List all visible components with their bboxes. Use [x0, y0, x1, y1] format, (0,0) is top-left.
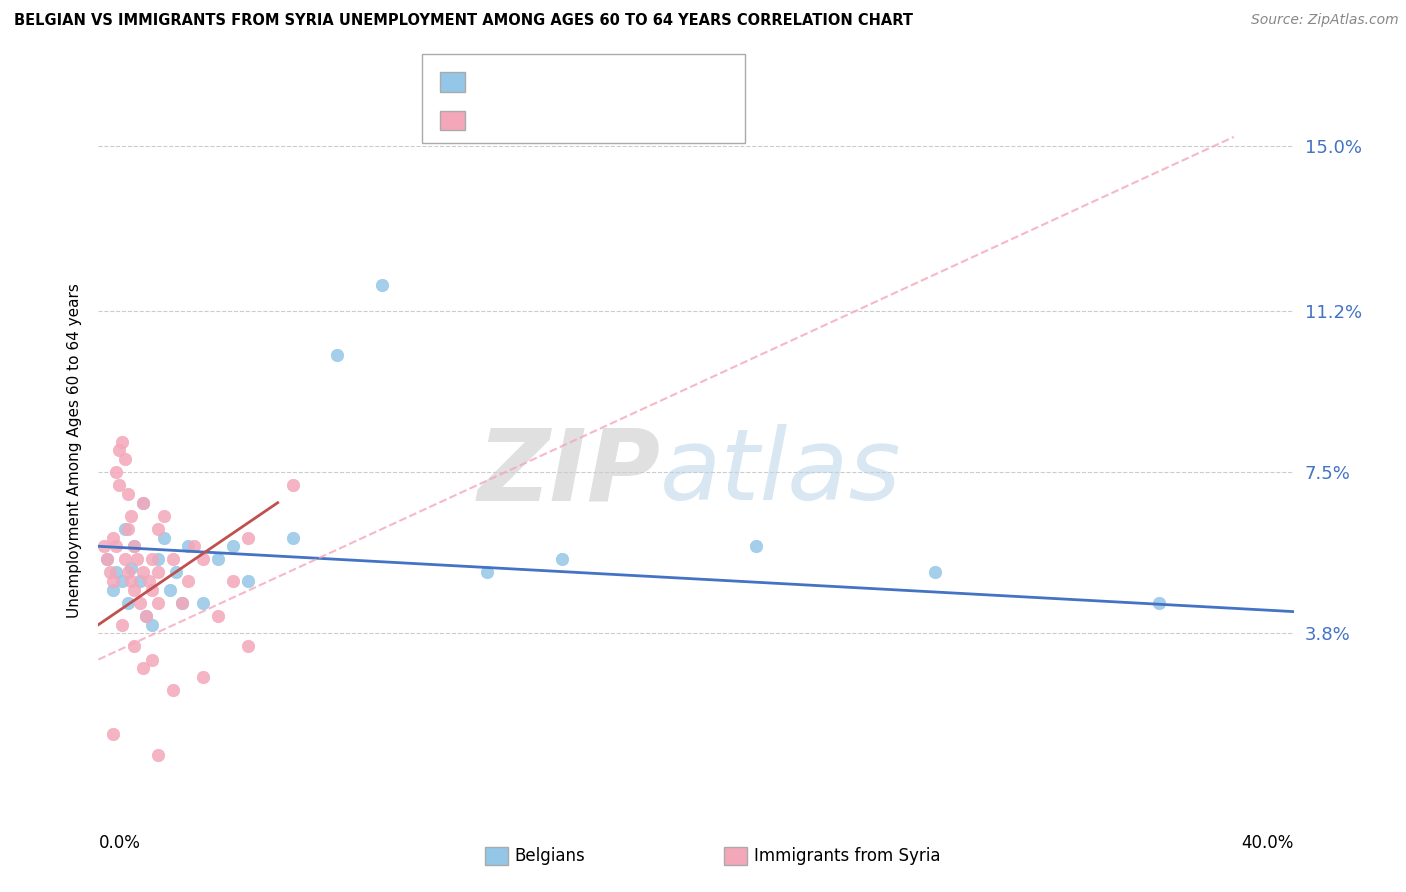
Text: 49: 49 [623, 112, 647, 129]
Point [117, 487, 139, 501]
Point [148, 566, 170, 580]
Point [103, 531, 125, 545]
Point [135, 609, 157, 624]
Point [326, 348, 349, 362]
Point [105, 465, 128, 479]
Point [132, 566, 155, 580]
Point [114, 452, 136, 467]
Point [281, 478, 304, 492]
Text: 30: 30 [623, 73, 645, 91]
Point [236, 531, 259, 545]
Point [124, 539, 146, 553]
Point [172, 596, 194, 610]
Point [120, 574, 142, 588]
Point [93, 539, 115, 553]
Point [120, 508, 142, 523]
Text: N =: N = [576, 73, 624, 91]
Point [148, 552, 170, 566]
Point [111, 617, 134, 632]
Point [132, 496, 155, 510]
Point [105, 566, 128, 580]
Point [124, 640, 146, 654]
Point [172, 596, 194, 610]
Point [105, 539, 128, 553]
Point [148, 748, 170, 763]
Point [550, 552, 572, 566]
Point [108, 478, 131, 492]
Point [236, 574, 259, 588]
Point [222, 574, 245, 588]
Point [475, 566, 498, 580]
Point [141, 652, 163, 666]
Text: Immigrants from Syria: Immigrants from Syria [754, 847, 941, 865]
Point [124, 582, 146, 597]
Point [745, 539, 768, 553]
Point [132, 496, 155, 510]
Point [132, 661, 155, 675]
Text: 0.150: 0.150 [513, 112, 571, 129]
Text: Belgians: Belgians [515, 847, 585, 865]
Point [191, 670, 214, 684]
Point [177, 539, 200, 553]
Point [103, 726, 125, 740]
Point [183, 539, 205, 553]
Point [141, 617, 163, 632]
Point [103, 582, 125, 597]
Point [236, 640, 259, 654]
Point [207, 609, 229, 624]
Text: R =: R = [474, 73, 510, 91]
Point [153, 531, 176, 545]
Point [371, 277, 394, 292]
Point [108, 443, 131, 458]
Point [162, 683, 184, 698]
Point [148, 522, 170, 536]
Point [148, 596, 170, 610]
Point [159, 582, 181, 597]
Point [135, 609, 157, 624]
Text: ZIP: ZIP [477, 425, 661, 521]
Point [127, 552, 149, 566]
Point [117, 522, 139, 536]
Text: Source: ZipAtlas.com: Source: ZipAtlas.com [1251, 13, 1399, 28]
Point [117, 596, 139, 610]
Point [222, 539, 245, 553]
Point [141, 552, 163, 566]
Point [153, 508, 176, 523]
Point [98, 566, 122, 580]
Text: 40.0%: 40.0% [1241, 834, 1294, 852]
Point [165, 566, 187, 580]
Text: 0.0%: 0.0% [98, 834, 141, 852]
Y-axis label: Unemployment Among Ages 60 to 64 years: Unemployment Among Ages 60 to 64 years [67, 283, 83, 618]
Text: R =: R = [474, 112, 510, 129]
Text: atlas: atlas [661, 425, 901, 521]
Point [103, 574, 125, 588]
Point [96, 552, 118, 566]
Point [129, 574, 152, 588]
Point [138, 574, 160, 588]
Point [120, 561, 142, 575]
Point [96, 552, 118, 566]
Point [117, 566, 139, 580]
Point [141, 582, 163, 597]
Point [191, 596, 214, 610]
Point [177, 574, 200, 588]
Point [124, 539, 146, 553]
Point [162, 552, 184, 566]
Text: -0.095: -0.095 [513, 73, 572, 91]
Point [924, 566, 946, 580]
Point [114, 522, 136, 536]
Point [114, 552, 136, 566]
Text: N =: N = [576, 112, 624, 129]
Point [207, 552, 229, 566]
Point [191, 552, 214, 566]
Text: BELGIAN VS IMMIGRANTS FROM SYRIA UNEMPLOYMENT AMONG AGES 60 TO 64 YEARS CORRELAT: BELGIAN VS IMMIGRANTS FROM SYRIA UNEMPLO… [14, 13, 912, 29]
Point [111, 434, 134, 449]
Point [281, 531, 304, 545]
Point [129, 596, 152, 610]
Point [111, 574, 134, 588]
Point [1147, 596, 1170, 610]
